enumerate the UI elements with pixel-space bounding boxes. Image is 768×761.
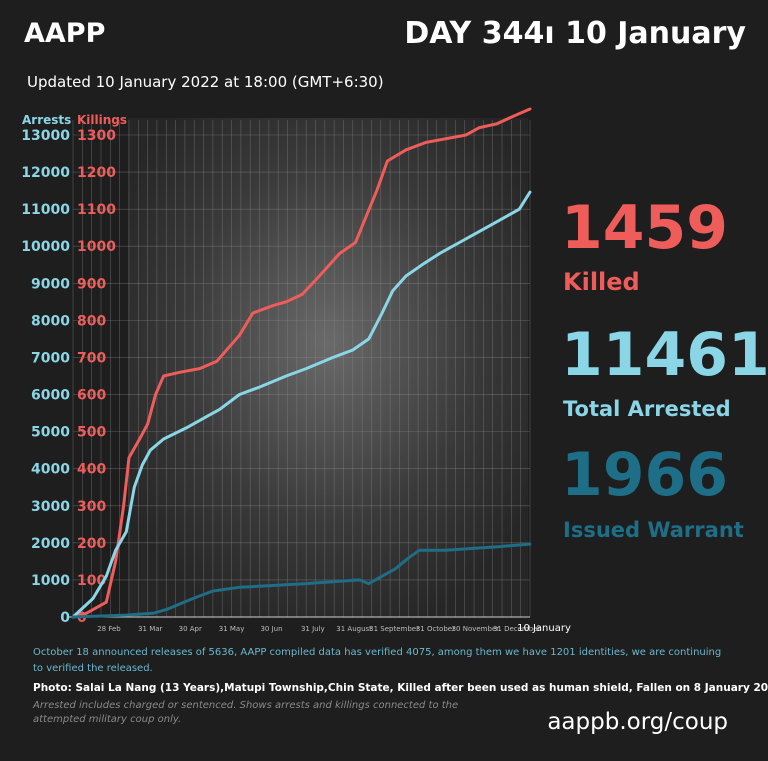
- x-tick-label: 10 January: [517, 623, 571, 634]
- left-tick-label: 8000: [31, 313, 70, 329]
- right-tick-label: 1200: [77, 165, 116, 181]
- killed-label: Killed: [563, 268, 640, 296]
- left-tick-label: 0: [60, 610, 70, 626]
- left-tick-label: 7000: [31, 350, 70, 366]
- right-tick-label: 1100: [77, 202, 116, 218]
- warrant-count: 1966: [561, 440, 728, 510]
- x-tick-label: 30 Jun: [260, 625, 282, 633]
- right-tick-label: 200: [77, 536, 106, 552]
- series-line-arrests: [71, 190, 532, 619]
- arrested-label: Total Arrested: [563, 397, 731, 421]
- right-tick-label: 700: [77, 350, 106, 366]
- website-url[interactable]: aappb.org/coup: [547, 709, 728, 735]
- left-tick-label: 4000: [31, 462, 70, 478]
- left-tick-label: 6000: [31, 388, 70, 404]
- x-tick-label: 28 Feb: [97, 625, 121, 633]
- right-tick-label: 900: [77, 276, 106, 292]
- series-line-issued-warrant: [71, 542, 532, 619]
- photo-caption: Photo: Salai La Nang (13 Years),Matupi T…: [33, 682, 768, 694]
- left-tick-label: 5000: [31, 425, 70, 441]
- right-tick-label: 1300: [77, 128, 116, 144]
- left-tick-label: 13000: [21, 128, 70, 144]
- left-tick-label: 11000: [21, 202, 70, 218]
- arrested-count: 11461: [561, 320, 768, 390]
- x-tick-label: 31 October: [416, 625, 455, 633]
- right-tick-label: 400: [77, 462, 106, 478]
- left-tick-label: 12000: [21, 165, 70, 181]
- left-axis-title: Arrests: [22, 113, 71, 127]
- disclaimer: Arrested includes charged or sentenced. …: [33, 700, 459, 725]
- left-tick-label: 9000: [31, 276, 70, 292]
- brand-logo-text: AAPP: [24, 18, 106, 49]
- right-tick-label: 1000: [77, 239, 116, 255]
- release-note: October 18 announced releases of 5636, A…: [33, 647, 722, 674]
- x-tick-label: 31 August: [336, 625, 372, 633]
- updated-timestamp: Updated 10 January 2022 at 18:00 (GMT+6:…: [27, 73, 384, 91]
- x-tick-label: 31 December: [493, 625, 541, 633]
- left-tick-label: 2000: [31, 536, 70, 552]
- right-tick-label: 100: [77, 573, 106, 589]
- right-tick-label: 300: [77, 499, 106, 515]
- right-tick-label: 600: [77, 388, 106, 404]
- x-tick-label: 31 September: [369, 625, 419, 633]
- right-tick-label: 500: [77, 425, 106, 441]
- x-tick-label: 31 May: [219, 625, 245, 633]
- day-title: DAY 344ı 10 January: [404, 16, 746, 51]
- series-line-killings: [71, 107, 532, 619]
- killed-count: 1459: [561, 193, 728, 263]
- x-tick-label: 30 November: [452, 625, 500, 633]
- left-tick-label: 1000: [31, 573, 70, 589]
- left-tick-label: 10000: [21, 239, 70, 255]
- right-tick-label: 800: [77, 313, 106, 329]
- x-tick-label: 31 Mar: [138, 625, 162, 633]
- left-tick-label: 3000: [31, 499, 70, 515]
- right-axis-title: Killings: [77, 113, 127, 127]
- warrant-label: Issued Warrant: [563, 518, 744, 542]
- x-tick-label: 31 July: [301, 625, 325, 633]
- x-tick-label: 30 Apr: [179, 625, 202, 633]
